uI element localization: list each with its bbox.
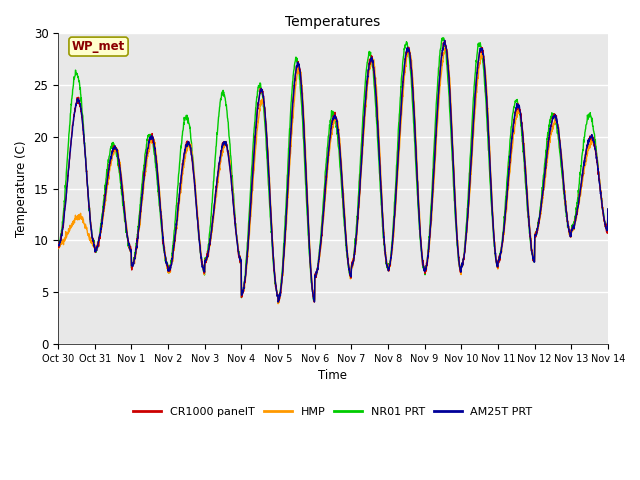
X-axis label: Time: Time [319, 370, 348, 383]
Title: Temperatures: Temperatures [285, 15, 381, 29]
Y-axis label: Temperature (C): Temperature (C) [15, 140, 28, 237]
Text: WP_met: WP_met [72, 40, 125, 53]
Legend: CR1000 panelT, HMP, NR01 PRT, AM25T PRT: CR1000 panelT, HMP, NR01 PRT, AM25T PRT [129, 403, 537, 421]
